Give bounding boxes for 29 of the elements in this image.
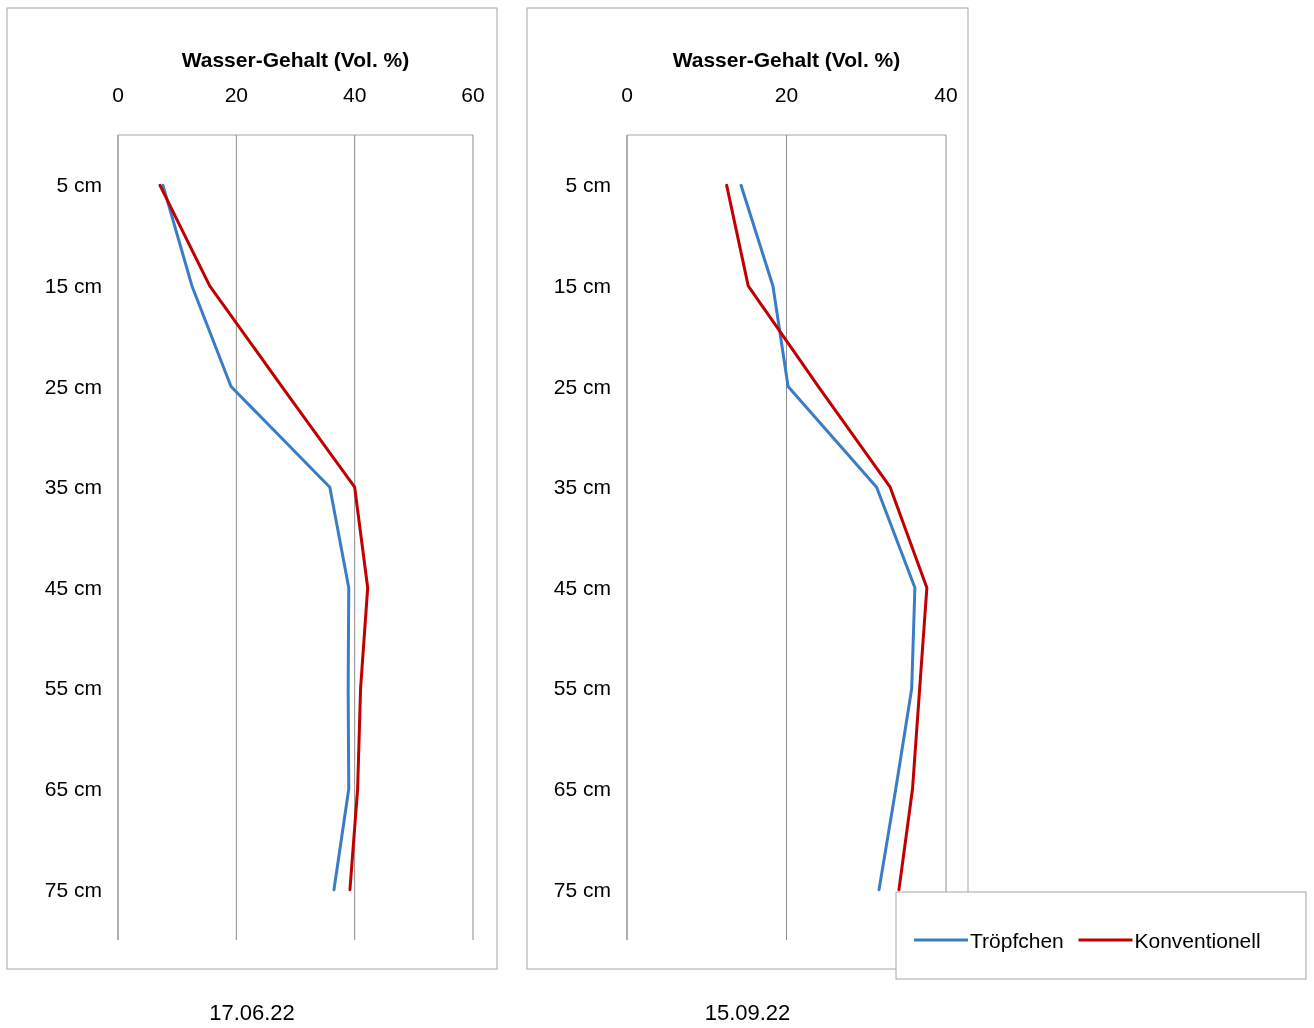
y-tick-label: 75 cm (553, 877, 611, 901)
x-tick-label: 20 (774, 83, 799, 106)
y-tick-label: 75 cm (44, 877, 102, 901)
x-tick-label: 0 (621, 83, 633, 106)
y-tick-label: 55 cm (553, 676, 611, 700)
x-tick-label: 60 (461, 83, 485, 106)
x-axis-title: Wasser-Gehalt (Vol. %) (181, 48, 410, 71)
x-tick-label: 0 (112, 83, 124, 106)
y-tick-label: 25 cm (553, 374, 611, 398)
text: 15.09.22 (704, 1000, 791, 1025)
legend-label: Tröpfchen (970, 929, 1064, 952)
x-tick-label: 20 (224, 83, 249, 106)
y-tick-label: 5 cm (565, 173, 611, 197)
y-tick-label: 15 cm (553, 273, 611, 297)
x-tick-label: 40 (934, 83, 958, 106)
y-tick-label: 35 cm (553, 475, 611, 499)
y-tick-label: 65 cm (553, 777, 611, 801)
y-tick-label: 65 cm (44, 777, 102, 801)
x-tick-label: 40 (342, 83, 367, 106)
y-tick-label: 55 cm (44, 676, 102, 700)
y-tick-label: 25 cm (44, 374, 102, 398)
legend-label: Konventionell (1134, 929, 1261, 952)
y-tick-label: 15 cm (44, 273, 102, 297)
y-tick-label: 45 cm (44, 575, 102, 599)
x-axis-title: Wasser-Gehalt (Vol. %) (672, 48, 901, 71)
y-tick-label: 5 cm (56, 173, 102, 197)
text: 17.06.22 (209, 1000, 295, 1025)
y-tick-label: 45 cm (553, 575, 611, 599)
y-tick-label: 35 cm (44, 475, 102, 499)
